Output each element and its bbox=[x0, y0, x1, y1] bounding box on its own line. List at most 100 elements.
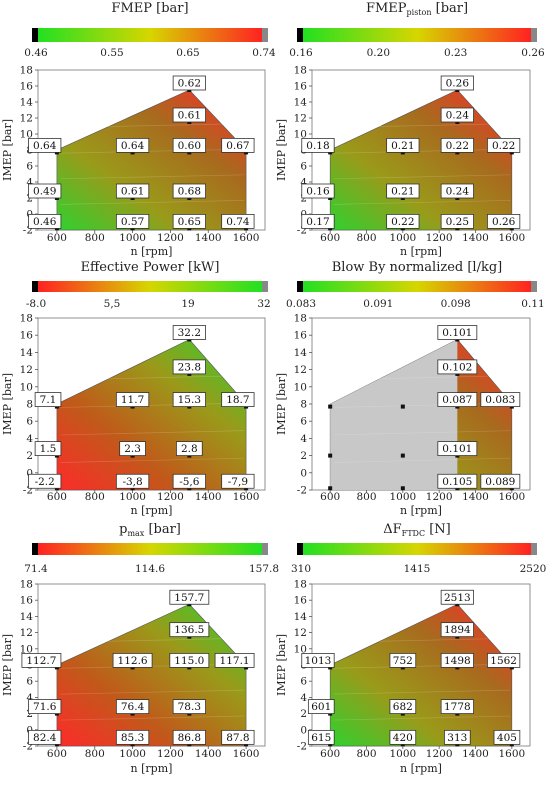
contour-line bbox=[60, 174, 245, 180]
y-axis-label: IMEP [bar] bbox=[1, 119, 14, 181]
contour-line bbox=[333, 457, 511, 463]
colorbar-tick-label: 0.098 bbox=[441, 298, 471, 310]
x-tick-label: 800 bbox=[356, 232, 376, 244]
value-label-box bbox=[28, 137, 62, 153]
value-label: 0.105 bbox=[442, 476, 472, 488]
value-label: 85.3 bbox=[121, 732, 144, 744]
value-label: 0.18 bbox=[306, 140, 329, 152]
y-tick-label: 2 bbox=[26, 708, 33, 720]
y-tick-label: 16 bbox=[294, 330, 308, 342]
value-label-box bbox=[172, 392, 206, 407]
value-label-box bbox=[34, 392, 62, 407]
y-tick-label: 14 bbox=[294, 97, 308, 109]
x-tick-label: 1600 bbox=[233, 232, 260, 244]
colorbar-tick-label: 0.74 bbox=[252, 47, 276, 59]
chart-panel-5: pmax [bar] 71.4 114.6 157.8 600 800 1000 1200 14… bbox=[1, 522, 279, 775]
chart-title: ΔFFTDC [N] bbox=[383, 522, 451, 538]
x-tick-label: 800 bbox=[85, 748, 105, 760]
colorbar-max-end bbox=[262, 28, 268, 42]
chart-title: FMEP [bar] bbox=[111, 1, 188, 16]
x-tick-label: 800 bbox=[356, 491, 376, 503]
value-label: 0.22 bbox=[446, 140, 469, 152]
y-tick-label: 2 bbox=[300, 193, 307, 205]
x-tick-label: 1400 bbox=[462, 491, 489, 503]
value-label-box bbox=[437, 325, 478, 340]
value-label-box bbox=[437, 473, 478, 489]
colorbar-min-end bbox=[297, 543, 303, 555]
y-tick-label: 6 bbox=[26, 161, 33, 173]
value-label-box bbox=[214, 653, 255, 668]
colorbar-tick-label: 0.65 bbox=[176, 47, 199, 59]
colorbar-tick-label: 0.26 bbox=[521, 47, 545, 59]
operating-point-marker bbox=[328, 453, 333, 458]
value-label: 0.17 bbox=[306, 216, 329, 228]
contour-line bbox=[333, 663, 511, 669]
value-label: 0.21 bbox=[391, 140, 414, 152]
value-label-box bbox=[389, 653, 417, 668]
y-tick-label: 14 bbox=[20, 97, 34, 109]
contour-line bbox=[60, 715, 245, 721]
y-tick-label: -2 bbox=[297, 741, 307, 753]
value-label-box bbox=[115, 213, 150, 229]
value-label-box bbox=[487, 213, 521, 229]
value-label: 0.101 bbox=[442, 443, 472, 455]
value-label: 0.49 bbox=[33, 186, 56, 198]
colorbar-min-end bbox=[297, 281, 303, 292]
value-label: 0.65 bbox=[178, 216, 201, 228]
value-label: 615 bbox=[311, 732, 331, 744]
y-tick-label: 4 bbox=[26, 177, 33, 189]
value-label-box bbox=[115, 137, 150, 153]
contour-line bbox=[333, 637, 511, 643]
x-tick-label: 1600 bbox=[498, 491, 525, 503]
value-label: 136.5 bbox=[174, 624, 204, 636]
x-tick-label: 1200 bbox=[426, 232, 453, 244]
x-tick-label: 1400 bbox=[195, 491, 222, 503]
value-label-box bbox=[386, 183, 420, 199]
value-label-box bbox=[437, 392, 478, 407]
y-tick-label: 8 bbox=[300, 399, 307, 411]
x-tick-label: 600 bbox=[47, 232, 67, 244]
value-label: 87.8 bbox=[226, 732, 249, 744]
value-label-box bbox=[493, 729, 521, 745]
y-tick-label: 14 bbox=[294, 611, 308, 623]
y-tick-label: 18 bbox=[20, 313, 33, 325]
value-label-box bbox=[221, 137, 255, 153]
chart-panel-4: Blow By normalized [l/kg] 0.083 0.091 0.098… bbox=[275, 260, 545, 517]
value-label: 11.7 bbox=[121, 394, 144, 406]
colorbar-tick-label: 2520 bbox=[520, 563, 547, 575]
value-label-box bbox=[307, 699, 335, 714]
value-label-box bbox=[169, 622, 210, 638]
colorbar-max-end bbox=[531, 281, 537, 292]
no-data-region bbox=[330, 339, 458, 490]
value-label-box bbox=[440, 622, 474, 638]
value-label: 18.7 bbox=[226, 394, 249, 406]
value-label-box bbox=[115, 699, 150, 714]
value-label-box bbox=[389, 699, 417, 714]
value-label-box bbox=[112, 653, 153, 668]
value-label-box bbox=[21, 653, 62, 668]
value-label-box bbox=[307, 729, 335, 745]
value-label-box bbox=[440, 653, 474, 668]
y-tick-label: 10 bbox=[20, 129, 33, 141]
x-tick-label: 800 bbox=[85, 232, 105, 244]
x-tick-label: 600 bbox=[47, 491, 67, 503]
value-label-box bbox=[176, 441, 203, 457]
contour-line bbox=[60, 148, 245, 154]
y-tick-label: 4 bbox=[300, 177, 307, 189]
y-tick-label: 18 bbox=[294, 579, 307, 591]
value-label: -7,9 bbox=[228, 476, 248, 488]
contour-line bbox=[333, 200, 511, 205]
x-tick-label: 1400 bbox=[462, 232, 489, 244]
value-label: 1013 bbox=[305, 655, 332, 667]
y-tick-label: 4 bbox=[300, 692, 307, 704]
colorbar-tick-label: 0.23 bbox=[444, 47, 467, 59]
contour-line bbox=[60, 689, 245, 695]
contour-line bbox=[333, 689, 511, 695]
y-tick-label: 12 bbox=[20, 364, 33, 376]
value-label: 0.46 bbox=[33, 216, 57, 228]
colorbar bbox=[38, 281, 262, 292]
y-tick-label: 16 bbox=[294, 81, 308, 93]
y-tick-label: 14 bbox=[20, 347, 34, 359]
value-label: 157.7 bbox=[174, 592, 204, 604]
